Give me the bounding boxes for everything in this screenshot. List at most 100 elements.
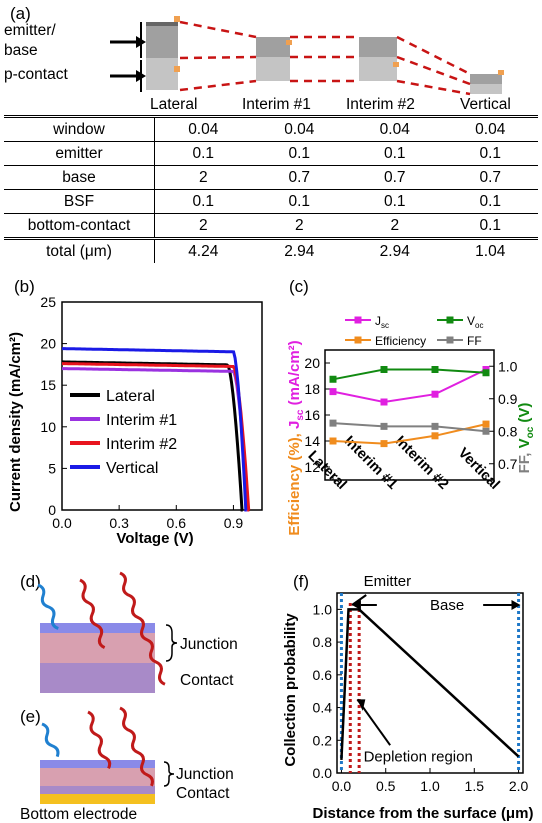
window-layer: [40, 760, 155, 768]
x-tick-label: 0.5: [376, 778, 396, 794]
table-cell: 1.04: [442, 237, 538, 263]
junction-label: Junction: [180, 636, 238, 653]
bottom-electrode-layer: [40, 794, 155, 804]
panel-d-label: (d): [20, 572, 41, 591]
contact-layer: [40, 786, 155, 794]
plot-frame: [61, 301, 263, 511]
series-line-1: [62, 367, 250, 512]
table-cell: 0.1: [154, 141, 252, 166]
col-header-interim1: Interim #1: [242, 96, 311, 113]
data-point: [329, 437, 337, 445]
series-line-0: [62, 360, 244, 512]
y-tick-label: 20: [40, 336, 56, 352]
right-tick-label: 0.9: [498, 391, 518, 407]
right-tick-label: 0.8: [498, 423, 518, 439]
table-cell: 0.04: [251, 115, 348, 142]
data-point: [329, 388, 337, 396]
table-cell: 2: [347, 213, 443, 239]
arrowhead-icon: [511, 600, 521, 610]
panel-a-label: (a): [10, 4, 31, 23]
table-cell: 0.04: [154, 115, 252, 142]
series-line-1: [332, 368, 487, 381]
y-tick-label: 25: [40, 294, 56, 310]
junction-diagram-d: (d) Junction Contact: [20, 571, 238, 693]
data-point: [380, 422, 388, 430]
table-row-total: total (μm) 4.24 2.94 2.94 1.04: [4, 237, 538, 263]
table-cell: 0.1: [347, 141, 443, 166]
legend-marker: [446, 336, 454, 344]
left-tick-label: 14: [304, 433, 320, 449]
plot-frame: [336, 592, 524, 774]
left-tick-label: 18: [304, 381, 320, 397]
depletion-region-annotation: Depletion region: [364, 749, 473, 766]
contact-label: Contact: [180, 672, 234, 689]
table-cell: 0.7: [251, 165, 348, 190]
data-point: [431, 366, 439, 373]
junction-label: Junction: [176, 766, 234, 783]
panel-a-sem-figure: [110, 16, 504, 96]
junction-layer: [40, 768, 155, 786]
panel-c-label: (c): [289, 277, 309, 296]
base-annotation: Base: [430, 597, 464, 614]
data-point: [329, 375, 337, 383]
row-label: total (μm): [4, 237, 155, 263]
table-cell: 2.94: [251, 237, 348, 263]
series-line-0: [332, 368, 487, 404]
table-row: emitter 0.1 0.1 0.1 0.1: [4, 141, 538, 166]
table-cell: 0.04: [347, 115, 443, 142]
photon-icon: [41, 706, 154, 787]
data-point: [380, 440, 388, 448]
bottom-electrode-label: Bottom electrode: [20, 806, 137, 823]
window-layer: [40, 623, 155, 633]
table-cell: 0.1: [442, 141, 538, 166]
left-tick-label: 12: [304, 459, 320, 475]
table-cell: 2.94: [347, 237, 443, 263]
data-point: [329, 419, 337, 427]
data-point: [482, 369, 490, 377]
legend-label: Vertical: [106, 460, 158, 477]
arrowhead-icon: [357, 699, 366, 711]
row-label: base: [4, 165, 155, 190]
contact-layer: [40, 663, 155, 693]
legend-label: Jsc: [375, 314, 389, 330]
y-tick-label: 0.4: [313, 700, 333, 716]
sem-image-vertical: [470, 70, 504, 94]
x-tick-label: 1.0: [420, 778, 440, 794]
row-label: emitter: [4, 141, 155, 166]
series-line-3: [62, 347, 248, 512]
data-point: [380, 398, 388, 406]
table-cell: 0.1: [442, 189, 538, 214]
y-tick-label: 5: [48, 460, 56, 476]
data-point: [482, 427, 490, 435]
x-tick-label: 0.0: [332, 778, 352, 794]
collection-probability-line: [340, 608, 520, 760]
y-tick-label: 0.8: [313, 634, 333, 650]
y-axis-label: Collection probability: [282, 613, 299, 767]
table-cell: 0.1: [251, 141, 348, 166]
row-label: BSF: [4, 189, 155, 214]
x-axis-label: Voltage (V): [116, 530, 193, 547]
table-cell: 0.1: [251, 189, 348, 214]
x-tick-label: 0.6: [167, 515, 187, 531]
x-axis-label: Distance from the surface (μm): [313, 805, 534, 822]
sem-image-lateral: [146, 16, 180, 90]
x-tick-label: 0.9: [224, 515, 244, 531]
performance-chart: (c) 12141618200.70.80.91.0LateralInterim…: [286, 277, 536, 536]
emitter-base-label-line1: emitter/: [4, 22, 56, 39]
table-cell: 2: [154, 165, 252, 190]
legend-label: FF: [467, 334, 482, 348]
sem-image-interim2: [359, 37, 399, 81]
y-tick-label: 0.2: [313, 732, 333, 748]
left-axis-label: Efficiency (%), Jsc (mA/cm²): [286, 340, 306, 535]
col-header-vertical: Vertical: [460, 96, 511, 113]
x-tick-label: 2.0: [509, 778, 529, 794]
y-tick-label: 1.0: [313, 601, 333, 617]
series-line-2: [62, 362, 251, 512]
x-tick-label: 0.0: [52, 515, 72, 531]
table-row: BSF 0.1 0.1 0.1 0.1: [4, 189, 538, 214]
table-cell: 0.7: [442, 165, 538, 190]
col-header-interim2: Interim #2: [346, 96, 415, 113]
layer-thickness-table: window 0.04 0.04 0.04 0.04 emitter 0.1 0…: [4, 115, 538, 263]
data-point: [482, 420, 490, 428]
arrowhead-icon: [351, 600, 361, 610]
